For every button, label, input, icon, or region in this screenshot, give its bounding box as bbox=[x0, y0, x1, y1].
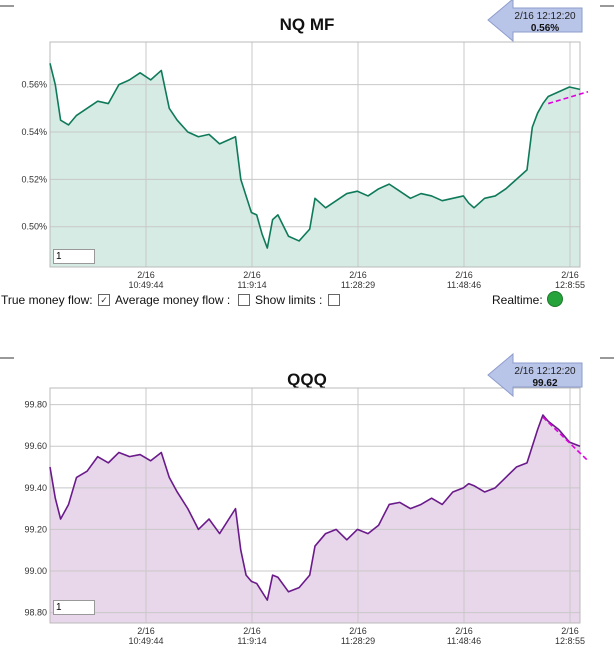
qqq-chart-svg: QQQ98.8099.0099.2099.4099.6099.802/1610:… bbox=[0, 352, 614, 646]
nq-trend-line bbox=[547, 90, 589, 105]
nq-x-tick-date: 2/16 bbox=[137, 270, 155, 280]
nq-price-line bbox=[49, 63, 581, 249]
nq-callout-arrow bbox=[487, 0, 583, 43]
qqq-y-tick-label: 99.20 bbox=[24, 524, 47, 534]
nq-area-fill bbox=[50, 63, 580, 267]
nq-plot-frame bbox=[49, 41, 581, 268]
average-money-flow-label: Average money flow : bbox=[115, 293, 231, 307]
qqq-x-tick-time: 11:28:29 bbox=[341, 636, 375, 646]
true-money-flow-checkbox[interactable]: ✓ bbox=[98, 294, 110, 306]
nq-mf-chart: NQ MF 0.50% 0.52% 0.54% 0.56% 2/16 10:49:44 2/1… bbox=[0, 0, 614, 292]
qqq-price-line bbox=[49, 414, 581, 601]
qqq-x-tick-time: 11:48:46 bbox=[447, 636, 481, 646]
nq-x-tick-date: 2/16 bbox=[455, 270, 473, 280]
realtime-label: Realtime: bbox=[492, 293, 543, 307]
qqq-x-tick-time: 12:8:55 bbox=[555, 636, 585, 646]
qqq-callout-arrow bbox=[487, 352, 583, 398]
qqq-y-tick-label: 99.00 bbox=[24, 566, 47, 576]
nq-x-tick-time: 11:48:46 bbox=[447, 280, 481, 290]
nq-mf-period-input[interactable]: 1 bbox=[53, 249, 95, 264]
qqq-chart-title: QQQ bbox=[287, 370, 327, 389]
qqq-plot-frame bbox=[49, 387, 581, 624]
nq-value-callout: 2/16 12:12:200.56% bbox=[487, 0, 583, 43]
nq-chart-title: NQ MF bbox=[280, 15, 335, 34]
nq-y-tick-label: 0.52% bbox=[21, 174, 47, 184]
show-limits-checkbox[interactable] bbox=[328, 294, 340, 306]
show-limits-label: Show limits : bbox=[255, 293, 323, 307]
nq-x-tick-time: 11:9:14 bbox=[237, 280, 266, 290]
average-money-flow-checkbox[interactable] bbox=[238, 294, 250, 306]
nq-x-tick-time: 11:28:29 bbox=[341, 280, 375, 290]
qqq-period-input[interactable]: 1 bbox=[53, 600, 95, 615]
nq-y-tick-label: 0.54% bbox=[21, 127, 47, 137]
qqq-callout-time: 2/16 12:12:20 bbox=[514, 366, 576, 377]
nq-x-tick-time: 10:49:44 bbox=[128, 280, 163, 290]
nq-callout-value: 0.56% bbox=[531, 23, 559, 34]
qqq-callout-value: 99.62 bbox=[532, 378, 557, 389]
qqq-x-tick-date: 2/16 bbox=[561, 626, 579, 636]
qqq-x-tick-time: 11:9:14 bbox=[237, 636, 266, 646]
nq-y-tick-label: 0.50% bbox=[21, 222, 47, 232]
nq-x-tick-date: 2/16 bbox=[561, 270, 579, 280]
qqq-x-tick-date: 2/16 bbox=[137, 626, 155, 636]
qqq-y-tick-label: 99.40 bbox=[24, 483, 47, 493]
qqq-y-tick-label: 99.80 bbox=[24, 400, 47, 410]
realtime-status-indicator[interactable] bbox=[547, 291, 563, 307]
qqq-trend-line bbox=[542, 416, 589, 462]
qqq-y-tick-label: 98.80 bbox=[24, 608, 47, 618]
money-flow-controls: True money flow: ✓ Average money flow : … bbox=[0, 291, 614, 310]
nq-x-tick-time: 12:8:55 bbox=[555, 280, 585, 290]
nq-x-tick-date: 2/16 bbox=[349, 270, 367, 280]
qqq-x-tick-date: 2/16 bbox=[349, 626, 367, 636]
qqq-chart: QQQ 98.80 99.00 99.20 99.40 99.60 99.80 2/16 10:… bbox=[0, 352, 614, 652]
qqq-x-tick-date: 2/16 bbox=[243, 626, 261, 636]
qqq-x-tick-time: 10:49:44 bbox=[128, 636, 163, 646]
qqq-x-tick-date: 2/16 bbox=[455, 626, 473, 636]
nq-x-tick-date: 2/16 bbox=[243, 270, 261, 280]
nq-callout-time: 2/16 12:12:20 bbox=[514, 11, 576, 22]
qqq-y-tick-label: 99.60 bbox=[24, 441, 47, 451]
true-money-flow-label: True money flow: bbox=[1, 293, 93, 307]
nq-y-tick-label: 0.56% bbox=[21, 80, 47, 90]
nq-mf-chart-svg: NQ MF0.50%0.52%0.54%0.56%2/1610:49:442/1… bbox=[0, 0, 614, 290]
